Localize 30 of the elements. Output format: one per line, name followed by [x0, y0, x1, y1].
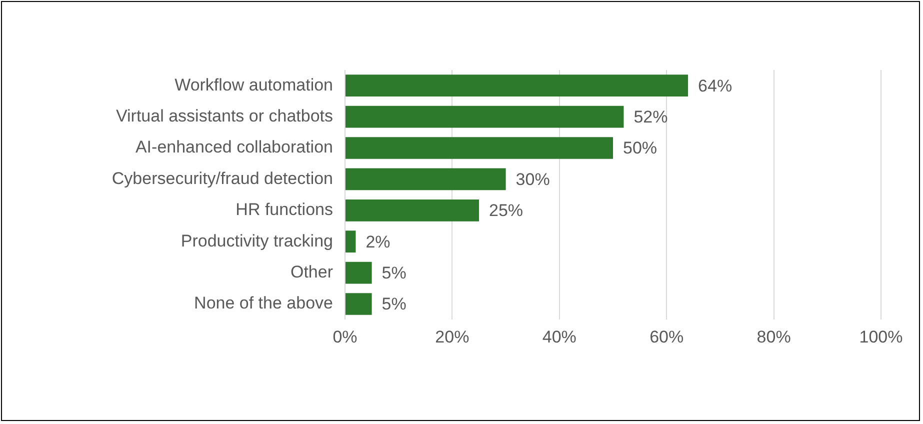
x-tick-label: 0%: [332, 327, 358, 346]
bar: [346, 230, 356, 253]
bar: [346, 137, 613, 159]
bar: [346, 199, 479, 222]
y-tick-label: Workflow automation: [174, 75, 333, 94]
bar: [346, 168, 506, 190]
y-tick-label: HR functions: [236, 200, 333, 220]
y-tick-label: Virtual assistants or chatbots: [116, 106, 333, 126]
x-tick-label: 100%: [859, 327, 903, 346]
bar: [346, 293, 372, 315]
data-label: 52%: [634, 107, 668, 126]
y-tick-label: Productivity tracking: [180, 231, 333, 250]
data-label: 2%: [366, 232, 390, 252]
x-tick-label: 40%: [542, 327, 576, 346]
data-label: 5%: [382, 294, 406, 314]
bar: [346, 262, 372, 284]
data-label: 30%: [516, 170, 550, 189]
data-label: 50%: [623, 138, 658, 158]
y-tick-label: Cybersecurity/fraud detection: [112, 168, 333, 188]
x-tick-label: 60%: [650, 327, 684, 346]
data-label: 25%: [489, 201, 524, 220]
x-tick-label: 20%: [435, 327, 470, 346]
bar: [346, 106, 624, 128]
y-tick-label: AI-enhanced collaboration: [135, 138, 333, 157]
y-tick-label: None of the above: [194, 294, 333, 313]
data-label: 5%: [382, 263, 406, 282]
y-tick-label: Other: [290, 262, 334, 282]
data-label: 64%: [698, 76, 732, 96]
x-tick-label: 80%: [756, 327, 791, 346]
bar: [346, 74, 688, 97]
